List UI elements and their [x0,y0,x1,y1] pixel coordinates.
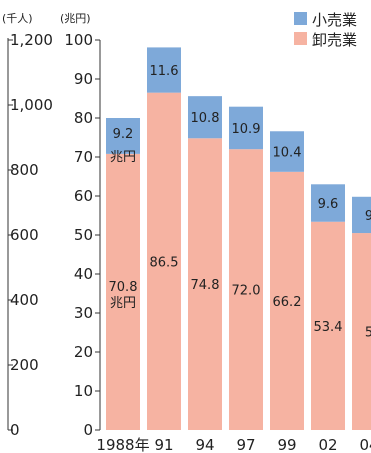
legend: 小売業 卸売業 [294,11,357,49]
retail-unit-label: 兆円 [110,150,136,165]
bar-wholesale [229,149,263,430]
bars: 9.270.8兆円兆円11.686.510.874.810.972.010.46… [106,47,371,431]
left-axis-tick-label: 400 [10,291,39,309]
left-axis: 1,200 1,000 800 600 400 200 0 [7,31,53,439]
wholesale-value-label: 5 [365,326,371,341]
retail-value-label: 9.6 [318,197,339,212]
bar-retail [147,47,181,93]
bar-wholesale [106,153,140,430]
legend-swatch-wholesale [294,32,307,45]
right-axis-unit: (兆円) [60,12,91,25]
bar-wholesale [188,138,222,430]
right-axis-tick-label: 0 [83,421,93,439]
right-axis-tick-label: 50 [74,226,93,244]
right-axis-tick-label: 20 [74,343,93,361]
legend-label-wholesale: 卸売業 [312,31,357,49]
right-axis-tick-label: 40 [74,265,93,283]
right-axis-tick-label: 90 [74,70,93,88]
retail-value-label: 10.9 [232,122,261,137]
retail-value-label: 9.2 [113,127,134,142]
x-axis-labels: 1988年 91 94 97 99 02 04 [96,436,371,453]
retail-value-label: 10.4 [273,146,302,161]
bar-retail [188,96,222,139]
wholesale-value-label: 72.0 [232,284,261,299]
wholesale-value-label: 70.8 [109,280,138,295]
left-axis-tick-label: 1,000 [10,96,53,114]
bar-retail [106,118,140,154]
left-axis-tick-label: 1,200 [10,31,53,49]
wholesale-value-label: 86.5 [150,255,179,270]
right-axis-tick-label: 100 [64,31,93,49]
bar-retail [229,106,263,150]
bar-wholesale [270,171,304,430]
right-axis-tick-label: 30 [74,304,93,322]
wholesale-unit-label: 兆円 [110,296,136,311]
right-axis-tick-label: 70 [74,148,93,166]
retail-value-label: 11.6 [150,64,179,79]
x-axis-label: 02 [318,436,337,453]
wholesale-value-label: 53.4 [314,320,343,335]
legend-label-retail: 小売業 [312,11,357,29]
bar-retail [311,184,345,222]
x-axis-label: 99 [277,436,296,453]
bar-retail [352,196,371,234]
legend-swatch-retail [294,12,307,25]
retail-value-label: 9 [365,209,371,224]
right-axis-tick-label: 60 [74,187,93,205]
bar-wholesale [352,233,371,430]
left-axis-tick-label: 600 [10,226,39,244]
left-axis-tick-label: 800 [10,161,39,179]
x-axis-label: 94 [195,436,214,453]
x-axis-label: 1988年 [96,436,149,453]
retail-value-label: 10.8 [191,111,220,126]
x-axis-label: 97 [236,436,255,453]
bar-wholesale [147,92,181,431]
left-axis-unit: (千人) [2,12,33,25]
x-axis-label: 91 [154,436,173,453]
right-axis-tick-label: 80 [74,109,93,127]
bar-wholesale [311,221,345,430]
left-axis-tick-label: 200 [10,356,39,374]
left-axis-tick-label: 0 [10,421,20,439]
bar-retail [270,131,304,172]
x-axis-label: 04 [359,436,371,453]
wholesale-value-label: 66.2 [273,295,302,310]
wholesale-value-label: 74.8 [191,278,220,293]
right-axis-tick-label: 10 [74,382,93,400]
